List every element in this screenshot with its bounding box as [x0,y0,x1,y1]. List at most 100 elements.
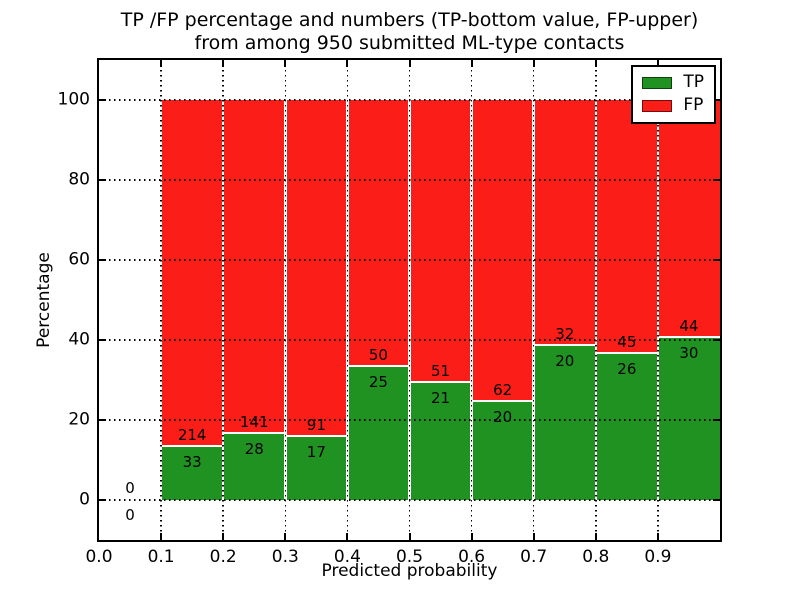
fp-count-label: 62 [493,381,513,400]
x-axis-tick [470,533,473,540]
fp-count-label: 45 [617,332,637,351]
bar-segment-tp [472,402,533,500]
y-tick-label: 20 [68,409,90,430]
y-tick-label: 40 [68,329,90,350]
x-axis-top-tick [222,60,225,67]
legend-label: FP [683,95,704,115]
bar-segment-tp [224,433,285,500]
y-axis-right-tick [713,259,720,261]
gridline-vertical [408,60,411,540]
bar-segment-fp [286,100,347,438]
chart-title-line2: from among 950 submitted ML-type contact… [194,32,625,54]
tp-count-label: 20 [555,352,575,371]
x-tick-label: 0.4 [333,547,361,567]
gridline-vertical [222,60,224,540]
x-tick-label: 0.9 [644,547,672,567]
y-tick-label: 0 [79,489,90,510]
gridline-vertical [160,60,162,540]
plot-area: 0 0 214 33 141 28 91 17 50 25 51 21 62 20 32 20 45 26 44 30… [58,58,722,567]
x-axis-top-tick [408,60,411,67]
bar-segment-fp [224,100,285,434]
bar-segment-tp [597,353,657,500]
y-axis-tick [99,419,106,421]
x-axis-tick [222,533,225,540]
tp-count-label: 17 [306,443,326,462]
tp-count-label: 26 [617,359,637,378]
legend-item-fp: FP [642,97,704,114]
fp-count-label: 141 [239,412,269,431]
fp-count-label: 91 [306,416,326,435]
x-axis-tick [656,533,659,540]
fp-count-label: 0 [125,479,135,497]
bar-segment-fp [534,100,595,347]
legend-item-tp: TP [642,74,704,91]
y-axis-right-tick [713,339,720,341]
y-axis-right-tick [713,419,720,421]
y-tick-label: 80 [68,169,90,190]
x-tick-label: 0.0 [85,547,113,567]
x-axis-tick [160,533,163,540]
x-tick-label: 0.2 [209,547,237,567]
tp-count-label: 28 [244,439,264,458]
fp-count-label: 44 [679,316,699,335]
gridline-vertical [470,60,473,540]
chart-title: TP /FP percentage and numbers (TP-bottom… [99,9,720,55]
bar-segment-tp [348,366,409,500]
y-axis-right-tick [713,179,720,181]
tp-count-label: 25 [368,372,388,391]
y-axis-right-tick [713,499,720,501]
x-tick-label: 0.3 [271,547,299,567]
x-axis-tick [346,533,349,540]
y-axis-tick [99,179,106,181]
bar-segment-tp [534,346,595,500]
tp-count-label: 0 [125,506,135,524]
bar-segment-fp [659,100,720,338]
x-axis-top-tick [284,60,287,67]
tp-count-label: 33 [182,452,202,471]
x-tick-label: 0.7 [520,547,548,567]
gridline-vertical [657,60,659,540]
x-tick-label: 0.8 [582,547,610,567]
chart-title-line1: TP /FP percentage and numbers (TP-bottom… [120,9,699,31]
y-tick-label: 100 [57,89,90,110]
y-axis-tick [99,259,106,261]
y-axis-right-tick [713,99,720,101]
x-tick-label: 0.1 [147,547,175,567]
x-tick-label: 0.6 [458,547,486,567]
bar-segment-fp [597,100,657,354]
y-axis-tick [99,99,106,101]
x-axis-tick [594,533,597,540]
legend-swatch-fp-icon [642,99,673,112]
fp-count-label: 214 [177,425,207,444]
gridline-vertical [346,60,349,540]
gridline-vertical [284,60,287,540]
x-axis-tick [284,533,287,540]
bar-segment-tp [286,437,347,500]
legend: TP FP [631,65,716,124]
x-axis-label: Predicted probability [321,561,498,581]
x-axis-top-tick [346,60,349,67]
bar-segment-fp [348,100,409,367]
fp-count-label: 32 [555,325,575,344]
bar-segment-fp [410,100,471,384]
x-axis-top-tick [594,60,597,67]
tp-count-label: 30 [679,343,699,362]
x-axis-top-tick [160,60,163,67]
y-axis-tick [99,339,106,341]
x-tick-label: 0.5 [395,547,424,567]
x-axis-top-tick [656,60,659,67]
bar-segment-tp [162,446,222,500]
bar-segment-fp [162,100,222,447]
tp-count-label: 21 [431,389,451,408]
legend-swatch-tp-icon [642,76,673,89]
y-tick-label: 60 [68,249,90,270]
x-axis-top-tick [532,60,535,67]
bar-segment-fp [472,100,533,403]
fp-count-label: 51 [431,362,451,381]
x-axis-tick [408,533,411,540]
fp-count-label: 50 [368,345,388,364]
tp-count-label: 20 [493,408,513,427]
gridline-vertical [595,60,597,540]
bar-segment-tp [410,383,471,500]
